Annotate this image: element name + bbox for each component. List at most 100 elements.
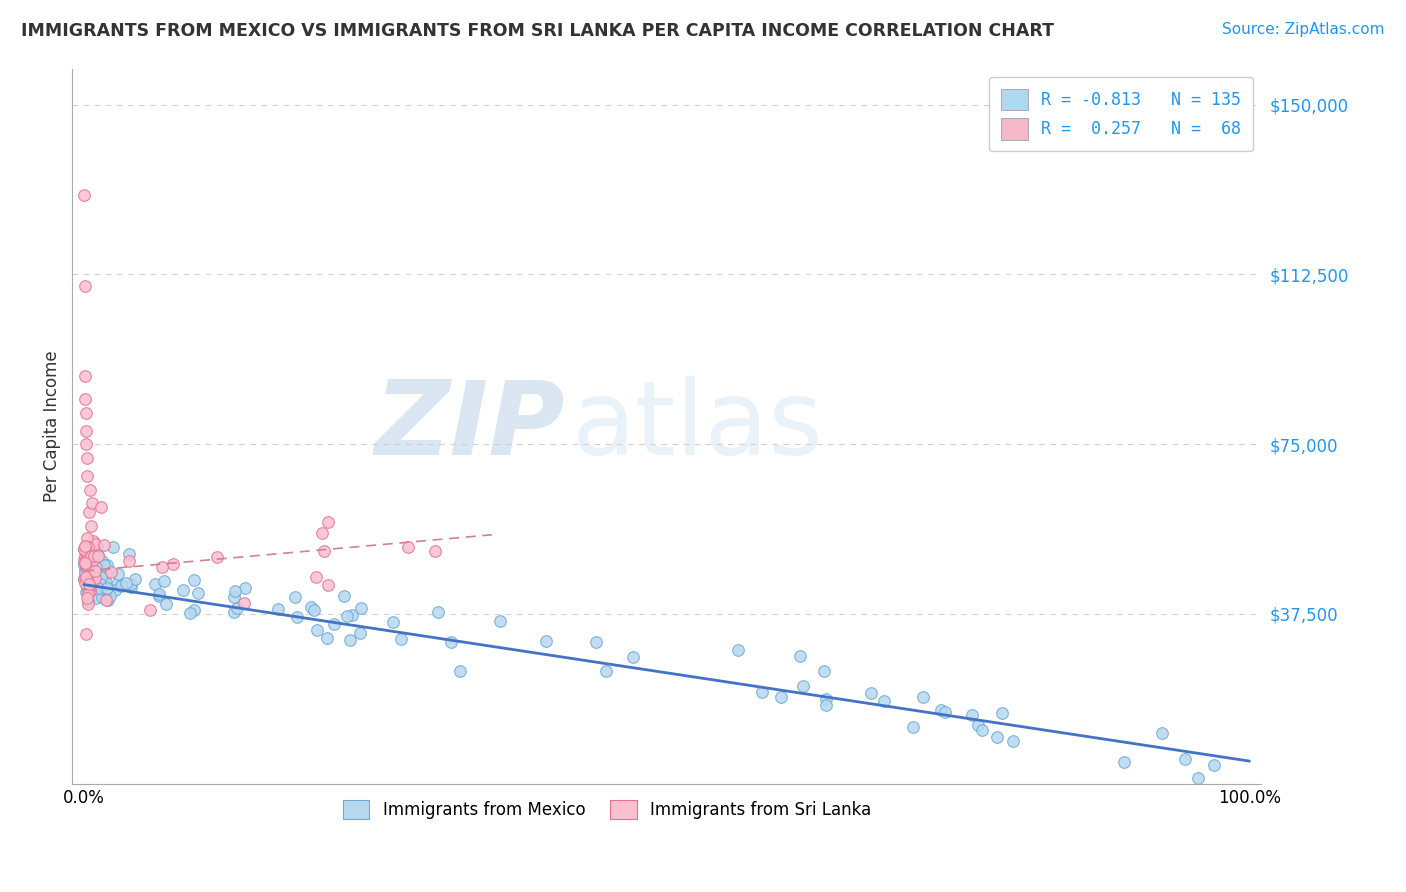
- Point: [76, 573, 98, 587]
- Point: [89, 569, 111, 583]
- Point: [76, 560, 98, 574]
- Point: [90, 574, 112, 588]
- Point: [75, 584, 97, 599]
- Point: [87, 558, 110, 573]
- Point: [90, 570, 112, 584]
- Point: [224, 605, 246, 619]
- Point: [382, 615, 405, 629]
- Point: [93, 538, 115, 552]
- Point: [86, 539, 108, 553]
- Point: [815, 692, 838, 706]
- Point: [1187, 771, 1209, 785]
- Point: [901, 720, 924, 734]
- Point: [307, 623, 329, 637]
- Point: [77, 583, 100, 598]
- Point: [150, 559, 173, 574]
- Point: [77, 551, 100, 566]
- Point: [91, 576, 114, 591]
- Point: [91, 554, 114, 568]
- Point: [80, 549, 103, 563]
- Point: [124, 572, 146, 586]
- Point: [83, 549, 105, 563]
- Point: [76, 549, 98, 564]
- Point: [87, 575, 110, 590]
- Point: [73, 572, 96, 586]
- Point: [727, 643, 749, 657]
- Point: [83, 565, 105, 579]
- Point: [621, 649, 644, 664]
- Point: [73, 572, 96, 586]
- Point: [860, 686, 883, 700]
- Point: [187, 586, 209, 600]
- Point: [79, 581, 101, 595]
- Point: [1204, 757, 1226, 772]
- Point: [94, 593, 117, 607]
- Point: [183, 573, 205, 587]
- Y-axis label: Per Capita Income: Per Capita Income: [44, 351, 60, 502]
- Point: [75, 558, 97, 573]
- Point: [76, 531, 98, 545]
- Point: [991, 706, 1014, 721]
- Point: [299, 599, 322, 614]
- Point: [114, 575, 136, 590]
- Point: [80, 519, 103, 533]
- Point: [84, 578, 107, 592]
- Point: [96, 582, 118, 596]
- Point: [153, 574, 176, 588]
- Point: [76, 582, 98, 597]
- Point: [87, 549, 110, 563]
- Point: [427, 605, 450, 619]
- Point: [770, 690, 793, 704]
- Point: [101, 540, 124, 554]
- Point: [76, 598, 98, 612]
- Point: [233, 581, 256, 595]
- Point: [76, 587, 98, 601]
- Point: [86, 576, 108, 591]
- Point: [77, 594, 100, 608]
- Point: [79, 563, 101, 577]
- Point: [179, 606, 201, 620]
- Point: [91, 587, 114, 601]
- Point: [75, 627, 97, 641]
- Point: [316, 577, 339, 591]
- Point: [89, 577, 111, 591]
- Point: [82, 553, 104, 567]
- Text: atlas: atlas: [572, 376, 824, 476]
- Point: [389, 632, 412, 646]
- Point: [75, 574, 97, 588]
- Point: [340, 608, 363, 623]
- Point: [336, 609, 359, 624]
- Point: [792, 679, 814, 693]
- Point: [960, 708, 983, 723]
- Point: [73, 576, 96, 591]
- Point: [107, 566, 129, 581]
- Point: [449, 665, 471, 679]
- Point: [75, 570, 97, 584]
- Point: [183, 602, 205, 616]
- Point: [86, 554, 108, 568]
- Point: [73, 557, 96, 571]
- Point: [76, 591, 98, 605]
- Point: [77, 570, 100, 584]
- Point: [986, 730, 1008, 744]
- Point: [222, 590, 245, 604]
- Point: [76, 450, 98, 465]
- Point: [83, 549, 105, 563]
- Point: [323, 616, 346, 631]
- Point: [73, 541, 96, 555]
- Point: [1152, 726, 1174, 740]
- Point: [82, 576, 104, 591]
- Point: [110, 579, 132, 593]
- Point: [84, 591, 107, 605]
- Point: [73, 278, 96, 293]
- Point: [82, 574, 104, 588]
- Point: [789, 648, 811, 663]
- Text: ZIP: ZIP: [375, 376, 565, 476]
- Point: [425, 544, 447, 558]
- Point: [339, 633, 361, 648]
- Point: [1002, 733, 1025, 747]
- Point: [75, 577, 97, 591]
- Point: [91, 582, 114, 597]
- Point: [76, 558, 98, 573]
- Point: [75, 572, 97, 586]
